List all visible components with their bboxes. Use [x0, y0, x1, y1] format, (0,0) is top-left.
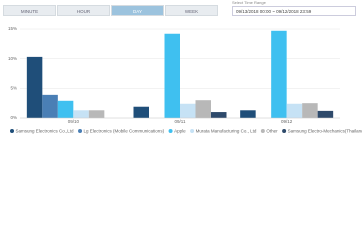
legend-label: Apple: [174, 128, 186, 133]
legend-label: Samsung Electronics Co.,Ltd: [16, 128, 75, 133]
page: {"tabs":["MINUTE","HOUR","DAY","WEEK"],"…: [3, 0, 362, 134]
y-tick-label: 0%: [10, 115, 17, 120]
chart: 0% 5% 10% 15% 09/10 09/11 09/12 Samsung Electro…: [8, 26, 362, 133]
range-input[interactable]: 09/13/2018 00:00 ~ 09/12/2018 23:59: [232, 6, 356, 16]
bar: [286, 103, 303, 118]
bar: [271, 30, 287, 119]
bar: [88, 110, 105, 118]
legend-swatch: [282, 129, 287, 133]
x-tick-label: 09/12: [281, 119, 293, 124]
legend-swatch: [10, 129, 14, 133]
bar: [211, 112, 227, 118]
bar: [73, 110, 89, 118]
legend-label: Samsung Electro-Mechanics(Thailand): [288, 128, 362, 133]
bar: [42, 94, 58, 118]
bar: [164, 33, 180, 118]
bar: [26, 56, 43, 118]
tab[interactable]: WEEK: [165, 5, 218, 16]
bar: [180, 103, 196, 118]
bar: [57, 100, 74, 118]
bar: [240, 110, 256, 118]
x-tick-label: 09/10: [68, 119, 80, 124]
x-tick-label: 09/11: [175, 119, 186, 124]
bar: [195, 100, 211, 118]
bar: [133, 106, 149, 118]
tab[interactable]: MINUTE: [3, 5, 56, 16]
legend-swatch: [78, 129, 83, 133]
bar: [317, 110, 334, 118]
tab[interactable]: HOUR: [57, 5, 110, 16]
y-tick-label: 10%: [8, 56, 17, 61]
tab[interactable]: DAY: [111, 5, 164, 16]
legend-label: Other: [266, 128, 278, 133]
legend-label: Murata Manufacturing Co., Ltd: [196, 128, 257, 133]
legend-swatch: [190, 129, 195, 133]
legend-swatch: [260, 129, 265, 133]
y-tick-label: 15%: [8, 26, 17, 31]
legend-swatch: [168, 129, 173, 133]
y-tick-label: 5%: [10, 86, 17, 91]
bar: [302, 103, 318, 118]
legend-label: Lg Electronics (Mobile Communications): [84, 128, 165, 133]
range-label: Select Time Range: [232, 0, 266, 5]
